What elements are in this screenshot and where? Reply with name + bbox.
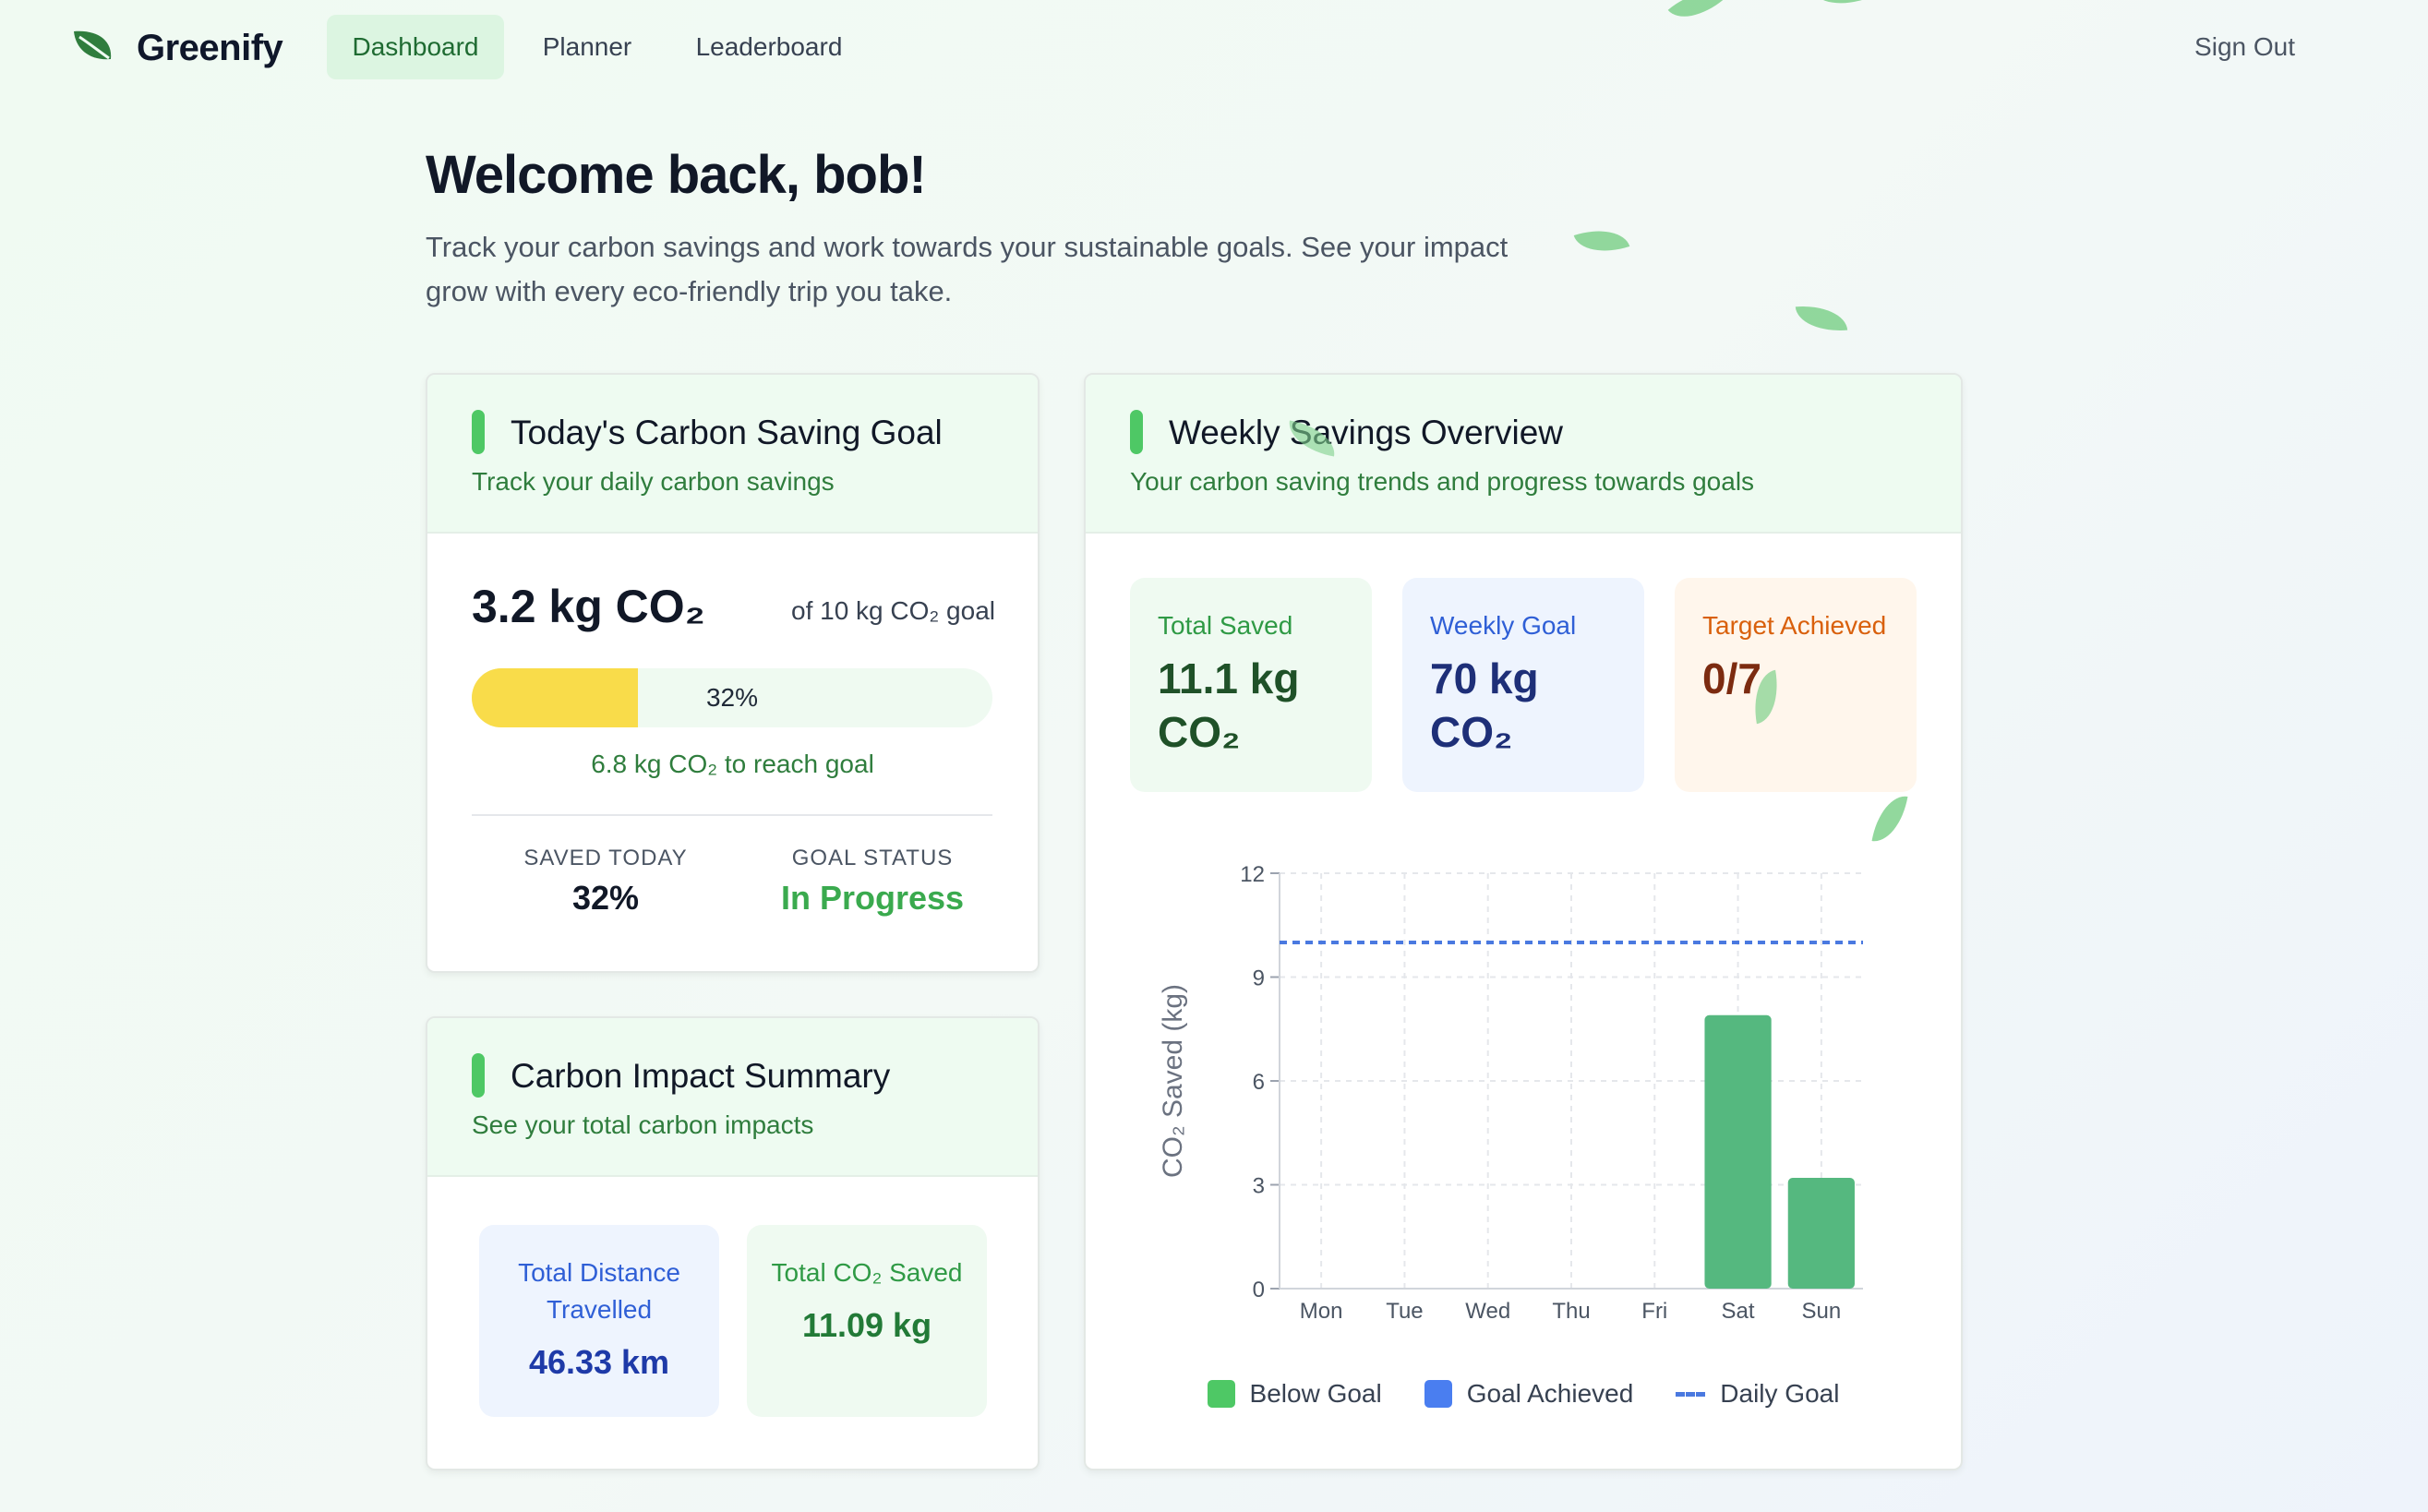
stat-label: GOAL STATUS — [791, 846, 954, 870]
impact-label: Total CO₂ Saved — [771, 1258, 963, 1287]
bar-sun — [1787, 1178, 1855, 1289]
impact-summary-card: Carbon Impact Summary See your total car… — [426, 1016, 1040, 1470]
daily-goal-card: Today's Carbon Saving Goal Track your da… — [426, 373, 1040, 973]
accent-bar — [472, 410, 485, 454]
goal-progress-bar: 32% — [472, 668, 992, 727]
intro-text: Track your carbon savings and work towar… — [426, 231, 1508, 307]
impact-value: 46.33 km — [528, 1343, 670, 1381]
card-header: Today's Carbon Saving Goal Track your da… — [427, 375, 1038, 534]
x-tick-label: Sun — [1802, 1299, 1842, 1324]
divider — [472, 814, 992, 816]
y-axis-title: CO₂ Saved (kg) — [1158, 984, 1188, 1178]
tab-dashboard[interactable]: Dashboard — [327, 15, 504, 79]
total-distance-box: Total Distance Travelled 46.33 km — [479, 1225, 719, 1417]
goal-status-stat: GOAL STATUS In Progress — [757, 846, 988, 918]
x-tick-label: Thu — [1552, 1299, 1590, 1324]
weekly-savings-chart: 0 3 6 9 12 Mon Tue Wed Thu Fri Sat Sun CO₂ Saved (kg… — [1158, 862, 1863, 1324]
legend-item-below-goal[interactable]: Below Goal — [1207, 1379, 1382, 1409]
impact-value: 11.09 kg — [801, 1306, 932, 1344]
leaf-logo-icon — [70, 28, 116, 69]
stat-value: 32% — [571, 879, 640, 917]
bar-sat — [1704, 1014, 1772, 1289]
progress-fill — [472, 668, 639, 727]
y-tick-label: 0 — [1253, 1278, 1265, 1302]
daily-goal-dash — [1676, 1391, 1706, 1397]
x-tick-label: Mon — [1300, 1299, 1343, 1324]
target-achieved-box: Target Achieved 0/7 — [1675, 578, 1917, 792]
legend-item-daily-goal[interactable]: Daily Goal — [1676, 1379, 1839, 1409]
card-title: Carbon Impact Summary — [511, 1057, 891, 1095]
y-tick-label: 3 — [1253, 1174, 1265, 1199]
metric-label: Weekly Goal — [1430, 611, 1577, 640]
tab-leaderboard[interactable]: Leaderboard — [695, 32, 843, 61]
metric-value: 11.1 kg CO₂ — [1158, 654, 1300, 756]
x-tick-label: Sat — [1722, 1299, 1755, 1324]
card-subtitle: See your total carbon impacts — [472, 1110, 814, 1139]
metric-label: Total Saved — [1158, 611, 1293, 640]
card-header: Weekly Savings Overview Your carbon savi… — [1086, 375, 1961, 534]
legend-item-goal-achieved[interactable]: Goal Achieved — [1424, 1379, 1634, 1409]
total-co2-box: Total CO₂ Saved 11.09 kg — [747, 1225, 987, 1417]
metric-label: Target Achieved — [1702, 611, 1887, 640]
progress-label: 32% — [705, 683, 759, 712]
card-subtitle: Your carbon saving trends and progress t… — [1130, 467, 1755, 496]
metric-value: 70 kg CO₂ — [1430, 654, 1539, 756]
x-tick-label: Tue — [1386, 1299, 1423, 1324]
y-tick-label: 12 — [1240, 862, 1265, 887]
chart-legend: Below Goal Goal Achieved Daily Goal — [1086, 1379, 1961, 1409]
weekly-goal-box: Weekly Goal 70 kg CO₂ — [1402, 578, 1644, 792]
y-tick-label: 6 — [1253, 1070, 1265, 1095]
y-tick-label: 9 — [1253, 966, 1265, 991]
tab-planner[interactable]: Planner — [542, 32, 632, 61]
card-subtitle: Track your daily carbon savings — [472, 467, 835, 496]
floating-leaf-icon — [1795, 302, 1848, 335]
accent-bar — [472, 1053, 485, 1098]
page-title: Welcome back, bob! — [426, 145, 927, 205]
floating-leaf-icon — [1573, 220, 1630, 262]
saved-today-stat: SAVED TODAY 32% — [490, 846, 721, 918]
card-header: Carbon Impact Summary See your total car… — [427, 1018, 1038, 1177]
stat-label: SAVED TODAY — [523, 846, 688, 870]
x-tick-label: Fri — [1641, 1299, 1667, 1324]
brand[interactable]: Greenify — [70, 24, 283, 72]
saved-amount: 3.2 kg CO₂ — [472, 581, 705, 632]
legend-label: Below Goal — [1249, 1379, 1382, 1408]
impact-label: Total Distance Travelled — [518, 1258, 680, 1324]
card-title: Weekly Savings Overview — [1169, 414, 1564, 451]
legend-label: Daily Goal — [1720, 1379, 1840, 1408]
x-tick-label: Wed — [1465, 1299, 1510, 1324]
goal-achieved-swatch — [1424, 1380, 1452, 1408]
top-nav: Greenify Dashboard Planner Leaderboard S… — [0, 0, 2428, 96]
card-title: Today's Carbon Saving Goal — [511, 414, 943, 451]
legend-label: Goal Achieved — [1466, 1379, 1634, 1408]
weekly-overview-card: Weekly Savings Overview Your carbon savi… — [1084, 373, 1963, 1470]
total-saved-box: Total Saved 11.1 kg CO₂ — [1130, 578, 1372, 792]
sign-out-button[interactable]: Sign Out — [2194, 32, 2295, 61]
accent-bar — [1130, 410, 1143, 454]
goal-target-text: of 10 kg CO₂ goal — [791, 596, 995, 625]
goal-status-value: In Progress — [780, 879, 965, 917]
remaining-text: 6.8 kg CO₂ to reach goal — [591, 750, 874, 778]
metric-value: 0/7 — [1702, 654, 1761, 702]
below-goal-swatch — [1207, 1380, 1235, 1408]
brand-name: Greenify — [137, 27, 283, 68]
